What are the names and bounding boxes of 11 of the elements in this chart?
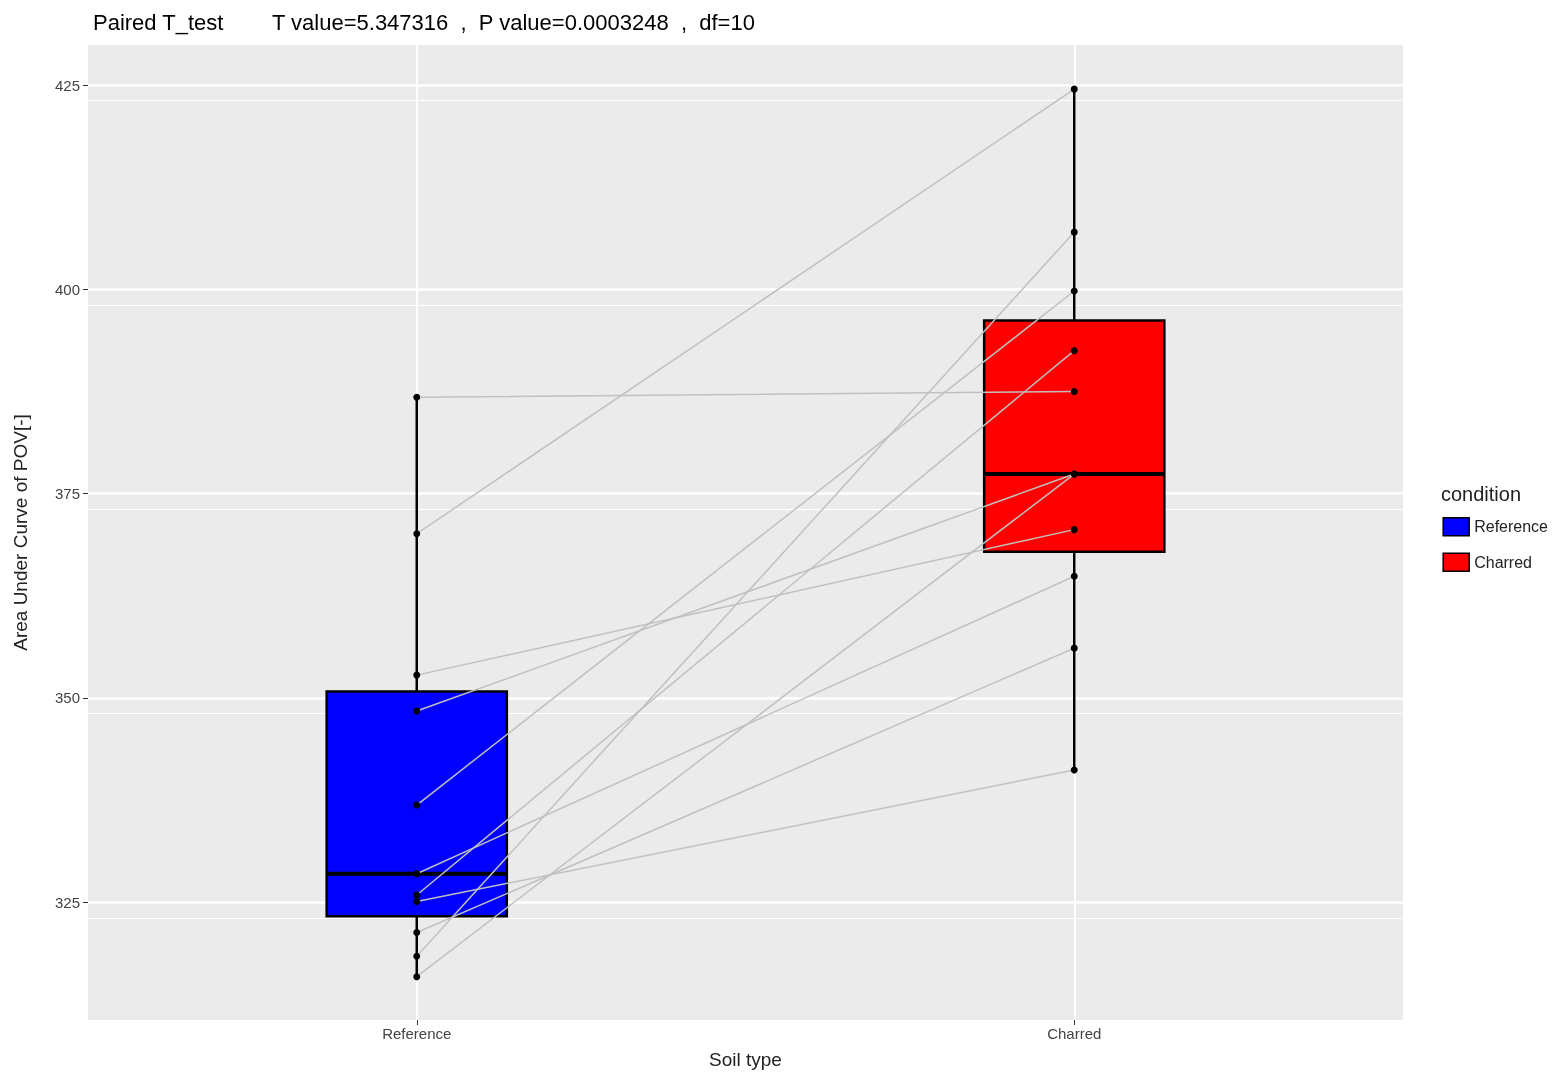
y-axis-title: Area Under Curve of POV[-] [10, 414, 31, 651]
y-tick-label: 425 [54, 76, 80, 94]
y-tick-label: 325 [54, 893, 80, 911]
legend-label: Charred [1474, 553, 1532, 571]
chart-title: Paired T_test T value=5.347316 , P value=0.0003248 , df=10 [93, 9, 755, 35]
y-tick-label: 400 [54, 280, 80, 298]
legend-label: Reference [1474, 518, 1549, 536]
y-tick-label: 375 [54, 485, 80, 503]
x-axis-title: Soil type [709, 1049, 782, 1070]
y-tick-label: 350 [54, 689, 80, 707]
legend-title: condition [1440, 483, 1521, 505]
